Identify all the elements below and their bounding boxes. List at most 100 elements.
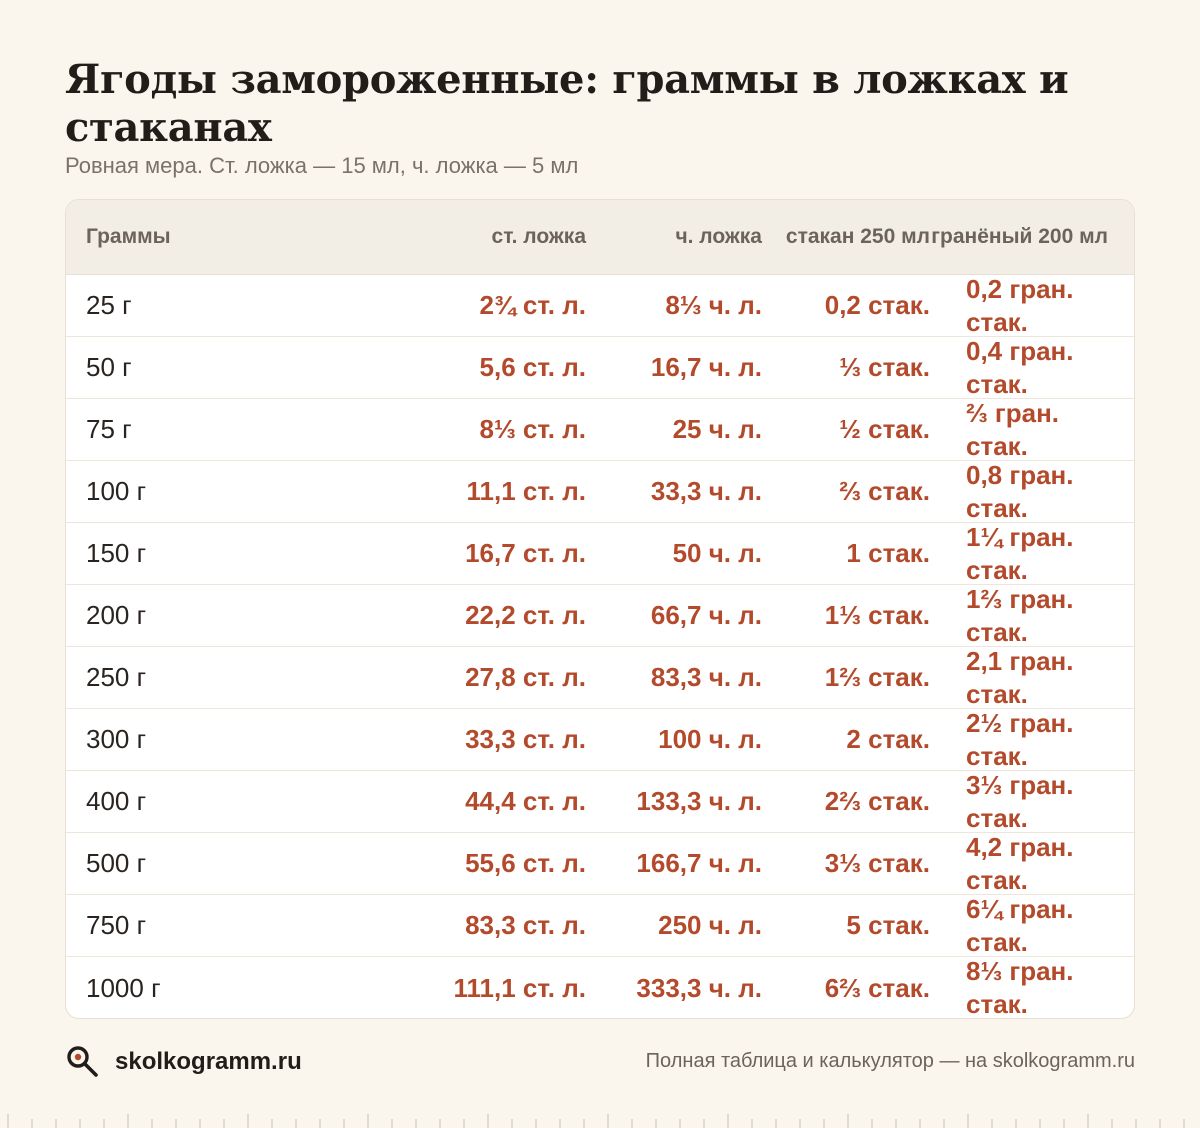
- cell-cup-250: 6⅔ стак.: [762, 957, 930, 1018]
- cell-tablespoon: 16,7 ст. л.: [376, 523, 586, 584]
- cell-teaspoon-text: 133,3 ч. л.: [636, 786, 762, 816]
- cell-teaspoon: 133,3 ч. л.: [586, 771, 762, 832]
- table-row: 150 г 16,7 ст. л. 50 ч. л. 1 стак. 1¼ гран. …: [66, 522, 1134, 585]
- cell-cup-250: 2 стак.: [762, 709, 930, 770]
- cell-faceted-glass-200-text: 3⅓ гран. стак.: [966, 769, 1074, 833]
- cell-faceted-glass-200-text: 1⅔ гран. стак.: [966, 583, 1074, 647]
- cell-tablespoon-text: 22,2 ст. л.: [465, 600, 586, 630]
- cell-cup-250-text: 0,2 стак.: [824, 290, 930, 320]
- cell-faceted-glass-200: 0,2 гран. стак.: [930, 274, 1126, 337]
- cell-teaspoon-text: 83,3 ч. л.: [650, 662, 762, 692]
- cell-teaspoon-text: 33,3 ч. л.: [650, 476, 762, 506]
- cell-tablespoon-text: 5,6 ст. л.: [479, 352, 586, 382]
- cell-teaspoon: 66,7 ч. л.: [586, 585, 762, 646]
- cell-cup-250-text: 1 стак.: [846, 538, 930, 568]
- cell-faceted-glass-200: 4,2 гран. стак.: [930, 831, 1126, 895]
- cell-faceted-glass-200: 2,1 гран. стак.: [930, 645, 1126, 709]
- cell-teaspoon-text: 250 ч. л.: [658, 910, 762, 940]
- cell-teaspoon-text: 66,7 ч. л.: [650, 600, 762, 630]
- cell-grams-text: 50 г: [86, 352, 132, 382]
- header-teaspoon: ч. ложка: [675, 225, 762, 248]
- cell-faceted-glass-200: 1¼ гран. стак.: [930, 522, 1126, 585]
- cell-cup-250: 3⅓ стак.: [762, 833, 930, 894]
- footer-brand[interactable]: skolkogramm.ru: [65, 1044, 302, 1080]
- table-row: 300 г 33,3 ст. л. 100 ч. л. 2 стак. 2½ гран.…: [66, 707, 1134, 771]
- cell-grams-text: 500 г: [86, 848, 147, 878]
- cell-teaspoon: 16,7 ч. л.: [586, 337, 762, 398]
- cell-teaspoon: 8⅓ ч. л.: [586, 275, 762, 336]
- cell-grams-text: 150 г: [86, 538, 147, 568]
- cell-grams-text: 250 г: [86, 662, 147, 692]
- table-row: 1000 г 111,1 ст. л. 333,3 ч. л. 6⅔ стак. 8⅓ …: [66, 956, 1134, 1019]
- cell-cup-250: ⅓ стак.: [762, 337, 930, 398]
- table-row: 100 г 11,1 ст. л. 33,3 ч. л. ⅔ стак. 0,8 гра…: [66, 460, 1134, 523]
- cell-grams: 250 г: [66, 647, 376, 708]
- footer-note[interactable]: Полная таблица и калькулятор — на skolko…: [645, 1050, 1135, 1072]
- cell-teaspoon-text: 16,7 ч. л.: [650, 352, 762, 382]
- cell-tablespoon: 33,3 ст. л.: [376, 709, 586, 770]
- cell-faceted-glass-200-text: 2,1 гран. стак.: [966, 645, 1074, 709]
- page-subtitle: Ровная мера. Ст. ложка — 15 мл, ч. ложка…: [65, 153, 579, 178]
- cell-grams-text: 25 г: [86, 290, 132, 320]
- cell-grams: 50 г: [66, 337, 376, 398]
- cell-cup-250-text: ⅔ стак.: [839, 476, 930, 506]
- table-row: 75 г 8⅓ ст. л. 25 ч. л. ½ стак. ⅔ гран. стак…: [66, 397, 1134, 461]
- cell-grams: 750 г: [66, 895, 376, 956]
- cell-cup-250-text: 1⅓ стак.: [824, 600, 930, 630]
- header-tablespoon: ст. ложка: [491, 225, 586, 248]
- cell-tablespoon-text: 2¾ ст. л.: [479, 290, 586, 320]
- cell-teaspoon: 100 ч. л.: [586, 709, 762, 770]
- cell-tablespoon: 22,2 ст. л.: [376, 585, 586, 646]
- table-body: 25 г 2¾ ст. л. 8⅓ ч. л. 0,2 стак. 0,2 гран. …: [66, 274, 1134, 1019]
- table-row: 250 г 27,8 ст. л. 83,3 ч. л. 1⅔ стак. 2,1 гр…: [66, 645, 1134, 709]
- cell-faceted-glass-200: 2½ гран. стак.: [930, 707, 1126, 771]
- cell-faceted-glass-200: 0,4 гран. стак.: [930, 336, 1126, 399]
- header-faceted-glass-200: гранёный 200 мл: [931, 225, 1108, 248]
- cell-grams: 500 г: [66, 833, 376, 894]
- cell-cup-250: ⅔ стак.: [762, 461, 930, 522]
- table-row: 200 г 22,2 ст. л. 66,7 ч. л. 1⅓ стак. 1⅔ гра…: [66, 583, 1134, 647]
- ruler-decoration: [7, 1114, 1185, 1128]
- cell-grams-text: 750 г: [86, 910, 147, 940]
- cell-tablespoon: 83,3 ст. л.: [376, 895, 586, 956]
- table-row: 500 г 55,6 ст. л. 166,7 ч. л. 3⅓ стак. 4,2 г…: [66, 831, 1134, 895]
- cell-cup-250-text: 2⅔ стак.: [824, 786, 930, 816]
- table-row: 25 г 2¾ ст. л. 8⅓ ч. л. 0,2 стак. 0,2 гран. …: [66, 274, 1134, 337]
- cell-grams-text: 200 г: [86, 600, 147, 630]
- cell-teaspoon: 50 ч. л.: [586, 523, 762, 584]
- cell-teaspoon: 333,3 ч. л.: [586, 957, 762, 1018]
- cell-tablespoon: 111,1 ст. л.: [376, 957, 586, 1018]
- cell-faceted-glass-200-text: ⅔ гран. стак.: [966, 397, 1060, 461]
- cell-grams: 75 г: [66, 399, 376, 460]
- cell-teaspoon-text: 50 ч. л.: [672, 538, 762, 568]
- cell-cup-250: ½ стак.: [762, 399, 930, 460]
- cell-grams-text: 300 г: [86, 724, 147, 754]
- cell-faceted-glass-200-text: 2½ гран. стак.: [966, 707, 1074, 771]
- cell-teaspoon: 250 ч. л.: [586, 895, 762, 956]
- table-row: 400 г 44,4 ст. л. 133,3 ч. л. 2⅔ стак. 3⅓ гр…: [66, 769, 1134, 833]
- cell-faceted-glass-200-text: 6¼ гран. стак.: [966, 893, 1074, 957]
- cell-faceted-glass-200-text: 8⅓ гран. стак.: [966, 956, 1074, 1019]
- cell-tablespoon: 2¾ ст. л.: [376, 275, 586, 336]
- cell-grams: 400 г: [66, 771, 376, 832]
- cell-faceted-glass-200: 1⅔ гран. стак.: [930, 583, 1126, 647]
- cell-teaspoon: 83,3 ч. л.: [586, 647, 762, 708]
- cell-teaspoon-text: 166,7 ч. л.: [636, 848, 762, 878]
- cell-tablespoon: 27,8 ст. л.: [376, 647, 586, 708]
- table-header: Граммы ст. ложка ч. ложка стакан 250 мл …: [66, 200, 1134, 275]
- cell-teaspoon-text: 8⅓ ч. л.: [665, 290, 762, 320]
- conversion-table: Граммы ст. ложка ч. ложка стакан 250 мл …: [65, 199, 1135, 1019]
- table-row: 50 г 5,6 ст. л. 16,7 ч. л. ⅓ стак. 0,4 гран.…: [66, 336, 1134, 399]
- cell-faceted-glass-200-text: 4,2 гран. стак.: [966, 831, 1074, 895]
- cell-grams: 300 г: [66, 709, 376, 770]
- cell-tablespoon-text: 44,4 ст. л.: [465, 786, 586, 816]
- magnifier-icon: [67, 1046, 98, 1077]
- cell-faceted-glass-200: ⅔ гран. стак.: [930, 397, 1126, 461]
- cell-teaspoon-text: 25 ч. л.: [672, 414, 762, 444]
- cell-cup-250-text: 3⅓ стак.: [824, 848, 930, 878]
- cell-tablespoon: 5,6 ст. л.: [376, 337, 586, 398]
- cell-grams-text: 100 г: [86, 476, 147, 506]
- header-cup-250: стакан 250 мл: [785, 225, 930, 248]
- cell-cup-250-text: ½ стак.: [839, 414, 930, 444]
